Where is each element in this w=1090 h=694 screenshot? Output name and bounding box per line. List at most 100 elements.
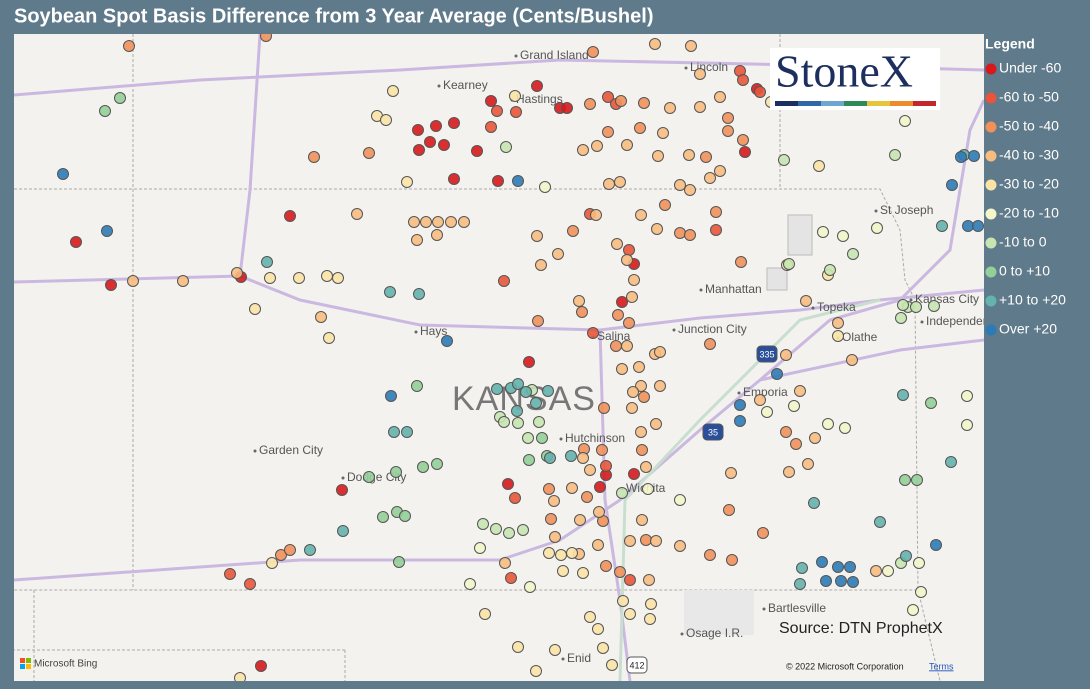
elevator-dot[interactable] bbox=[499, 557, 511, 569]
elevator-dot[interactable] bbox=[704, 172, 716, 184]
elevator-dot[interactable] bbox=[722, 125, 734, 137]
elevator-dot[interactable] bbox=[968, 150, 980, 162]
elevator-dot[interactable] bbox=[401, 176, 413, 188]
elevator-dot[interactable] bbox=[363, 147, 375, 159]
elevator-dot[interactable] bbox=[778, 154, 790, 166]
elevator-dot[interactable] bbox=[832, 330, 844, 342]
elevator-dot[interactable] bbox=[972, 220, 984, 232]
elevator-dot[interactable] bbox=[628, 274, 640, 286]
elevator-dot[interactable] bbox=[635, 426, 647, 438]
elevator-dot[interactable] bbox=[847, 576, 859, 588]
elevator-dot[interactable] bbox=[700, 151, 712, 163]
legend-label[interactable]: +10 to +20 bbox=[999, 292, 1066, 308]
elevator-dot[interactable] bbox=[264, 272, 276, 284]
elevator-dot[interactable] bbox=[548, 495, 560, 507]
elevator-dot[interactable] bbox=[337, 525, 349, 537]
elevator-dot[interactable] bbox=[523, 454, 535, 466]
elevator-dot[interactable] bbox=[284, 544, 296, 556]
elevator-dot[interactable] bbox=[659, 199, 671, 211]
elevator-dot[interactable] bbox=[694, 68, 706, 80]
elevator-dot[interactable] bbox=[531, 80, 543, 92]
elevator-dot[interactable] bbox=[413, 144, 425, 156]
legend-label[interactable]: -20 to -10 bbox=[999, 205, 1059, 221]
legend-label[interactable]: -10 to 0 bbox=[999, 234, 1047, 250]
elevator-dot[interactable] bbox=[336, 484, 348, 496]
elevator-dot[interactable] bbox=[543, 547, 555, 559]
elevator-dot[interactable] bbox=[587, 327, 599, 339]
elevator-dot[interactable] bbox=[723, 504, 735, 516]
elevator-dot[interactable] bbox=[623, 244, 635, 256]
elevator-dot[interactable] bbox=[304, 544, 316, 556]
elevator-dot[interactable] bbox=[530, 397, 542, 409]
elevator-dot[interactable] bbox=[552, 248, 564, 260]
elevator-dot[interactable] bbox=[587, 46, 599, 58]
elevator-dot[interactable] bbox=[615, 95, 627, 107]
elevator-dot[interactable] bbox=[557, 565, 569, 577]
elevator-dot[interactable] bbox=[99, 105, 111, 117]
elevator-dot[interactable] bbox=[543, 483, 555, 495]
elevator-dot[interactable] bbox=[800, 295, 812, 307]
elevator-dot[interactable] bbox=[633, 361, 645, 373]
elevator-dot[interactable] bbox=[623, 317, 635, 329]
elevator-dot[interactable] bbox=[105, 279, 117, 291]
elevator-dot[interactable] bbox=[616, 363, 628, 375]
elevator-dot[interactable] bbox=[565, 450, 577, 462]
legend-label[interactable]: -40 to -30 bbox=[999, 147, 1059, 163]
elevator-dot[interactable] bbox=[844, 561, 856, 573]
elevator-dot[interactable] bbox=[955, 151, 967, 163]
elevator-dot[interactable] bbox=[610, 340, 622, 352]
elevator-dot[interactable] bbox=[614, 176, 626, 188]
elevator-dot[interactable] bbox=[260, 31, 272, 42]
elevator-dot[interactable] bbox=[592, 623, 604, 635]
legend-label[interactable]: -60 to -50 bbox=[999, 89, 1059, 105]
elevator-dot[interactable] bbox=[284, 210, 296, 222]
elevator-dot[interactable] bbox=[332, 272, 344, 284]
elevator-dot[interactable] bbox=[638, 391, 650, 403]
elevator-dot[interactable] bbox=[794, 578, 806, 590]
elevator-dot[interactable] bbox=[638, 97, 650, 109]
elevator-dot[interactable] bbox=[224, 568, 236, 580]
elevator-dot[interactable] bbox=[249, 303, 261, 315]
elevator-dot[interactable] bbox=[474, 542, 486, 554]
elevator-dot[interactable] bbox=[390, 466, 402, 478]
elevator-dot[interactable] bbox=[123, 40, 135, 52]
elevator-dot[interactable] bbox=[612, 309, 624, 321]
elevator-dot[interactable] bbox=[650, 535, 662, 547]
elevator-dot[interactable] bbox=[839, 422, 851, 434]
elevator-dot[interactable] bbox=[644, 613, 656, 625]
elevator-dot[interactable] bbox=[417, 461, 429, 473]
elevator-dot[interactable] bbox=[725, 467, 737, 479]
elevator-dot[interactable] bbox=[114, 92, 126, 104]
elevator-dot[interactable] bbox=[545, 513, 557, 525]
elevator-dot[interactable] bbox=[544, 452, 556, 464]
elevator-dot[interactable] bbox=[315, 311, 327, 323]
elevator-dot[interactable] bbox=[737, 74, 749, 86]
elevator-dot[interactable] bbox=[621, 139, 633, 151]
elevator-dot[interactable] bbox=[911, 474, 923, 486]
elevator-dot[interactable] bbox=[913, 557, 925, 569]
elevator-dot[interactable] bbox=[628, 468, 640, 480]
elevator-dot[interactable] bbox=[650, 418, 662, 430]
elevator-dot[interactable] bbox=[399, 510, 411, 522]
elevator-dot[interactable] bbox=[524, 581, 536, 593]
elevator-dot[interactable] bbox=[549, 644, 561, 656]
elevator-dot[interactable] bbox=[531, 230, 543, 242]
elevator-dot[interactable] bbox=[584, 611, 596, 623]
elevator-dot[interactable] bbox=[393, 556, 405, 568]
elevator-dot[interactable] bbox=[505, 572, 517, 584]
elevator-dot[interactable] bbox=[380, 114, 392, 126]
elevator-dot[interactable] bbox=[704, 549, 716, 561]
elevator-dot[interactable] bbox=[491, 105, 503, 117]
elevator-dot[interactable] bbox=[602, 91, 614, 103]
elevator-dot[interactable] bbox=[602, 126, 614, 138]
elevator-dot[interactable] bbox=[820, 575, 832, 587]
elevator-dot[interactable] bbox=[555, 549, 567, 561]
elevator-dot[interactable] bbox=[664, 102, 676, 114]
elevator-dot[interactable] bbox=[915, 586, 927, 598]
elevator-dot[interactable] bbox=[813, 160, 825, 172]
elevator-dot[interactable] bbox=[177, 275, 189, 287]
elevator-dot[interactable] bbox=[387, 85, 399, 97]
elevator-dot[interactable] bbox=[430, 120, 442, 132]
elevator-dot[interactable] bbox=[936, 220, 948, 232]
elevator-dot[interactable] bbox=[600, 560, 612, 572]
